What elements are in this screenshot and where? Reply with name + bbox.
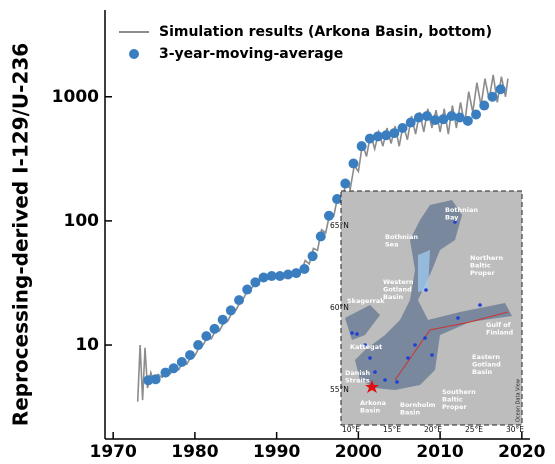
inset-map [341,191,522,425]
map-label: Straits [345,377,370,385]
x-tick-label: 2010 [416,442,463,462]
map-label: Skagerrak [347,297,385,305]
map-label: Kattegat [350,343,382,351]
map-label: Proper [470,269,495,277]
avg-point [471,109,481,119]
map-lat-label: 55°N [330,385,349,394]
x-tick-label: 1990 [253,442,300,462]
avg-point [398,123,408,133]
avg-point [324,211,334,221]
map-lon-label: 10°E [342,425,360,434]
avg-point [340,179,350,189]
avg-point [201,331,211,341]
map-lon-label: 15°E [383,425,401,434]
avg-point [169,363,179,373]
map-credit: Ocean Data View [516,379,522,422]
avg-point [226,305,236,315]
legend-label: Simulation results (Arkona Basin, bottom… [159,24,492,40]
y-tick-label: 1000 [52,87,99,107]
map-label: Basin [360,407,380,415]
avg-point [218,315,228,325]
x-tick-label: 1980 [171,442,218,462]
avg-point [479,101,489,111]
map-lat-label: 65°N [330,221,349,230]
x-tick-label: 1970 [90,442,137,462]
map-highlight [418,250,430,292]
map-lat-label: 60°N [330,303,349,312]
avg-point [496,84,506,94]
map-label: Sea [385,241,398,249]
map-label: Basin [400,409,420,417]
avg-point [463,116,473,126]
legend-label: 3-year-moving-average [159,46,343,62]
x-tick-label: 2000 [335,442,382,462]
avg-point [177,357,187,367]
y-tick-label: 10 [75,335,99,355]
map-label: Basin [383,293,403,301]
avg-point [185,350,195,360]
avg-point [151,374,161,384]
map-label: Basin [472,368,492,376]
y-axis-label: Reprocessing-derived I-129/U-236 [9,43,33,426]
avg-point [242,285,252,295]
map-lon-label: 20°E [424,425,442,434]
chart: 10 100 1000 1970 1980 1990 2000 2010 2020 Reproce… [0,0,555,464]
avg-point [193,340,203,350]
avg-point [210,324,220,334]
map-lon-label: 30°E [506,425,524,434]
x-tick-label: 2020 [498,442,545,462]
map-lon-label: 25°E [465,425,483,434]
avg-point [299,264,309,274]
avg-point [316,231,326,241]
avg-point [357,141,367,151]
avg-point [308,251,318,261]
avg-point [487,92,497,102]
map-label: Proper [442,403,467,411]
map-label: Finland [486,329,514,337]
legend-marker [129,49,139,59]
map-label: Bay [445,214,459,222]
avg-point [348,159,358,169]
y-tick-label: 100 [64,211,100,231]
avg-point [234,295,244,305]
